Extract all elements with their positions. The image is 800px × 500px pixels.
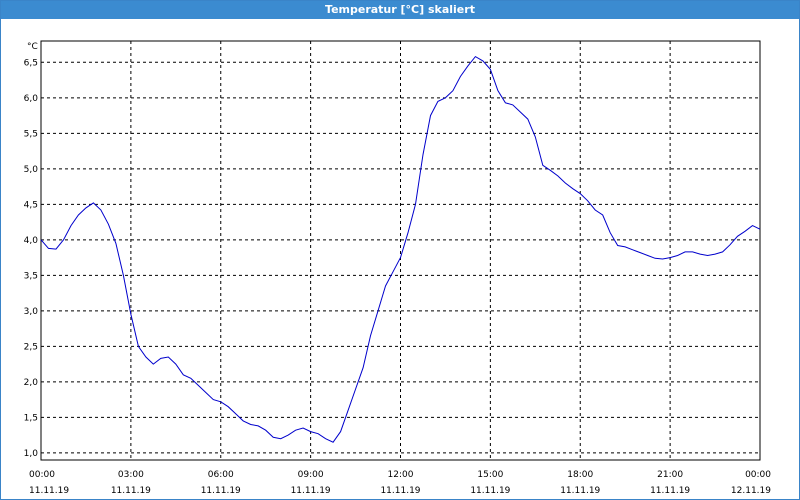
x-tick-time-label: 12:00: [388, 470, 414, 480]
x-tick-time-label: 03:00: [118, 470, 144, 480]
temperature-series-line: [40, 55, 761, 443]
x-tick-time-label: 00:00: [29, 470, 55, 480]
series-layer: [40, 55, 761, 443]
y-tick-label: 2,0: [24, 378, 39, 388]
y-tick-label: 5,0: [24, 165, 39, 175]
x-tick-date-label: 11.11.19: [650, 486, 690, 496]
x-tick-date-label: 11.11.19: [560, 486, 600, 496]
x-tick-time-label: 15:00: [477, 470, 503, 480]
y-tick-label: 1,0: [24, 449, 39, 459]
x-tick-time-label: 06:00: [208, 470, 234, 480]
x-tick-time-label: 18:00: [567, 470, 593, 480]
x-tick-date-label: 12.11.19: [731, 486, 771, 496]
x-tick-time-label: 00:00: [745, 470, 771, 480]
y-tick-label: 4,0: [24, 236, 39, 246]
y-tick-label: 6,0: [24, 94, 39, 104]
x-tick-date-label: 11.11.19: [29, 486, 69, 496]
x-tick-date-label: 11.11.19: [470, 486, 510, 496]
y-tick-label: 4,5: [24, 200, 38, 210]
x-axis: 00:00 11.11.19 03:00 11.11.19 06:00 11.11.19 0…: [29, 470, 771, 496]
x-tick-date-label: 11.11.19: [201, 486, 241, 496]
x-tick-date-label: 11.11.19: [380, 486, 420, 496]
y-tick-label: 6,5: [24, 58, 38, 68]
x-tick-time-label: 09:00: [298, 470, 324, 480]
y-tick-label: 3,5: [24, 271, 38, 281]
grid: [41, 41, 760, 460]
y-axis: 1,0 1,5 2,0 2,5 3,0 3,5 4,0 4,5 5,0 5,5 6,0 6,5: [24, 58, 39, 459]
window-title: Temperatur [°C] skaliert: [1, 1, 799, 19]
x-tick-time-label: 21:00: [657, 470, 683, 480]
y-axis-unit-label: °C: [27, 42, 38, 52]
x-tick-date-label: 11.11.19: [111, 486, 151, 496]
y-tick-label: 2,5: [24, 342, 38, 352]
plot-frame: [40, 40, 761, 461]
y-tick-label: 5,5: [24, 129, 38, 139]
y-tick-label: 1,5: [24, 413, 38, 423]
x-tick-date-label: 11.11.19: [291, 486, 331, 496]
y-tick-label: 3,0: [24, 307, 39, 317]
